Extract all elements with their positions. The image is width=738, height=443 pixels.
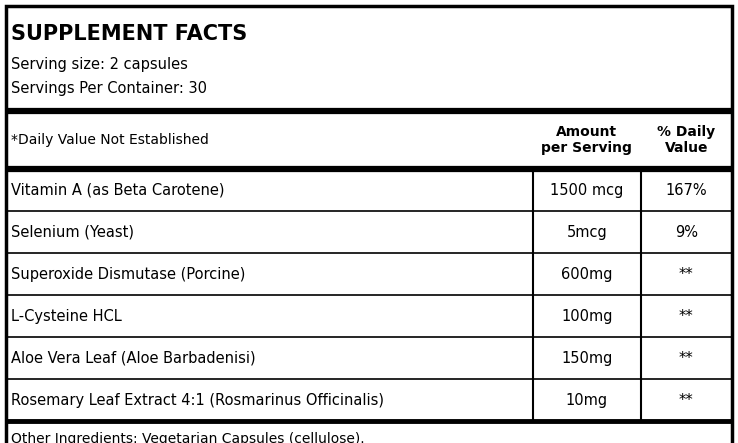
Text: 1500 mcg: 1500 mcg: [550, 183, 624, 198]
Text: Other Ingredients: Vegetarian Capsules (cellulose).: Other Ingredients: Vegetarian Capsules (…: [11, 432, 365, 443]
Text: 150mg: 150mg: [561, 350, 613, 365]
Text: 10mg: 10mg: [565, 392, 608, 408]
Text: **: **: [679, 308, 694, 323]
Text: Rosemary Leaf Extract 4:1 (Rosmarinus Officinalis): Rosemary Leaf Extract 4:1 (Rosmarinus Of…: [11, 392, 384, 408]
Text: 9%: 9%: [675, 225, 698, 240]
Text: Serving size: 2 capsules: Serving size: 2 capsules: [11, 57, 188, 71]
Text: 600mg: 600mg: [561, 267, 613, 281]
Text: SUPPLEMENT FACTS: SUPPLEMENT FACTS: [11, 24, 247, 44]
Text: Vitamin A (as Beta Carotene): Vitamin A (as Beta Carotene): [11, 183, 224, 198]
Text: 5mcg: 5mcg: [566, 225, 607, 240]
Text: Aloe Vera Leaf (Aloe Barbadenisi): Aloe Vera Leaf (Aloe Barbadenisi): [11, 350, 255, 365]
Text: **: **: [679, 267, 694, 281]
Text: **: **: [679, 392, 694, 408]
Text: Superoxide Dismutase (Porcine): Superoxide Dismutase (Porcine): [11, 267, 245, 281]
Text: L-Cysteine HCL: L-Cysteine HCL: [11, 308, 122, 323]
Text: % Daily
Value: % Daily Value: [658, 125, 715, 155]
Text: Selenium (Yeast): Selenium (Yeast): [11, 225, 134, 240]
Text: 100mg: 100mg: [561, 308, 613, 323]
Text: **: **: [679, 350, 694, 365]
Text: Amount
per Serving: Amount per Serving: [541, 125, 632, 155]
Text: Servings Per Container: 30: Servings Per Container: 30: [11, 81, 207, 96]
Text: *Daily Value Not Established: *Daily Value Not Established: [11, 133, 209, 147]
Text: 167%: 167%: [666, 183, 707, 198]
